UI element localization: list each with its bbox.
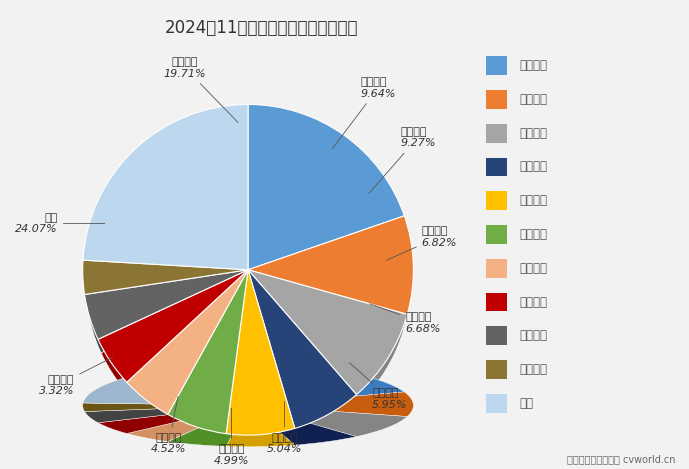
Wedge shape bbox=[98, 270, 248, 382]
Wedge shape bbox=[248, 232, 410, 328]
Text: 一汽解放: 一汽解放 bbox=[520, 295, 548, 309]
Wedge shape bbox=[226, 405, 295, 447]
Wedge shape bbox=[88, 285, 248, 353]
FancyBboxPatch shape bbox=[486, 191, 507, 210]
Wedge shape bbox=[130, 285, 248, 426]
Text: 东风公司
9.64%: 东风公司 9.64% bbox=[332, 77, 396, 149]
Wedge shape bbox=[86, 275, 248, 309]
Wedge shape bbox=[83, 364, 248, 405]
Wedge shape bbox=[168, 405, 248, 446]
Text: 制图：第一商用车网 cvworld.cn: 制图：第一商用车网 cvworld.cn bbox=[567, 454, 675, 464]
Wedge shape bbox=[127, 405, 248, 441]
Wedge shape bbox=[227, 285, 294, 447]
Text: 中国重汽: 中国重汽 bbox=[520, 127, 548, 140]
FancyBboxPatch shape bbox=[486, 225, 507, 244]
Text: 长城汽车
5.04%: 长城汽车 5.04% bbox=[267, 401, 302, 454]
Wedge shape bbox=[85, 270, 248, 340]
Text: 上汽大通: 上汽大通 bbox=[520, 363, 548, 376]
Text: 一汽解放
4.99%: 一汽解放 4.99% bbox=[214, 408, 249, 466]
Text: 长城汽车: 长城汽车 bbox=[520, 262, 548, 275]
Wedge shape bbox=[169, 285, 248, 445]
Text: 江铃汽车
6.68%: 江铃汽车 6.68% bbox=[370, 304, 441, 333]
Text: 重庆长安
6.82%: 重庆长安 6.82% bbox=[386, 226, 457, 260]
FancyBboxPatch shape bbox=[486, 326, 507, 345]
FancyBboxPatch shape bbox=[486, 394, 507, 413]
Wedge shape bbox=[248, 216, 413, 314]
Wedge shape bbox=[248, 122, 401, 285]
Text: 福田汽车: 福田汽车 bbox=[520, 59, 548, 72]
Text: 其他
24.07%: 其他 24.07% bbox=[15, 213, 105, 234]
Wedge shape bbox=[98, 405, 248, 433]
Text: 江铃汽车: 江铃汽车 bbox=[520, 194, 548, 207]
Wedge shape bbox=[86, 122, 248, 285]
Wedge shape bbox=[248, 364, 404, 405]
FancyBboxPatch shape bbox=[486, 293, 507, 311]
Wedge shape bbox=[127, 270, 248, 415]
Text: 江淮汽车: 江淮汽车 bbox=[520, 228, 548, 241]
Wedge shape bbox=[248, 285, 354, 440]
FancyBboxPatch shape bbox=[486, 158, 507, 176]
Wedge shape bbox=[248, 270, 407, 394]
Text: 重庆长安: 重庆长安 bbox=[520, 160, 548, 174]
Wedge shape bbox=[226, 270, 295, 435]
Text: 陕汽集团: 陕汽集团 bbox=[520, 329, 548, 342]
Text: 上汽大通
3.32%: 上汽大通 3.32% bbox=[39, 357, 113, 396]
Wedge shape bbox=[248, 105, 404, 270]
Text: 福田汽车
19.71%: 福田汽车 19.71% bbox=[164, 57, 238, 122]
FancyBboxPatch shape bbox=[486, 124, 507, 143]
Wedge shape bbox=[168, 270, 248, 434]
Text: 2024年11月商用车市场前十企业份额: 2024年11月商用车市场前十企业份额 bbox=[165, 19, 358, 37]
Wedge shape bbox=[101, 285, 248, 395]
Wedge shape bbox=[248, 392, 413, 416]
Wedge shape bbox=[248, 270, 356, 428]
Wedge shape bbox=[83, 260, 248, 295]
Text: 陕汽集团
4.52%: 陕汽集团 4.52% bbox=[151, 396, 187, 454]
FancyBboxPatch shape bbox=[486, 56, 507, 75]
FancyBboxPatch shape bbox=[486, 259, 507, 278]
Wedge shape bbox=[85, 405, 248, 423]
Text: 江淮汽车
5.95%: 江淮汽车 5.95% bbox=[349, 363, 408, 409]
Text: 中国重汽
9.27%: 中国重汽 9.27% bbox=[369, 127, 435, 193]
FancyBboxPatch shape bbox=[486, 360, 507, 379]
FancyBboxPatch shape bbox=[486, 90, 507, 109]
Text: 东风公司: 东风公司 bbox=[520, 93, 548, 106]
Wedge shape bbox=[248, 285, 404, 407]
Wedge shape bbox=[248, 405, 407, 437]
Wedge shape bbox=[83, 105, 248, 270]
Text: 其他: 其他 bbox=[520, 397, 533, 410]
Wedge shape bbox=[248, 405, 356, 445]
Wedge shape bbox=[83, 403, 248, 412]
